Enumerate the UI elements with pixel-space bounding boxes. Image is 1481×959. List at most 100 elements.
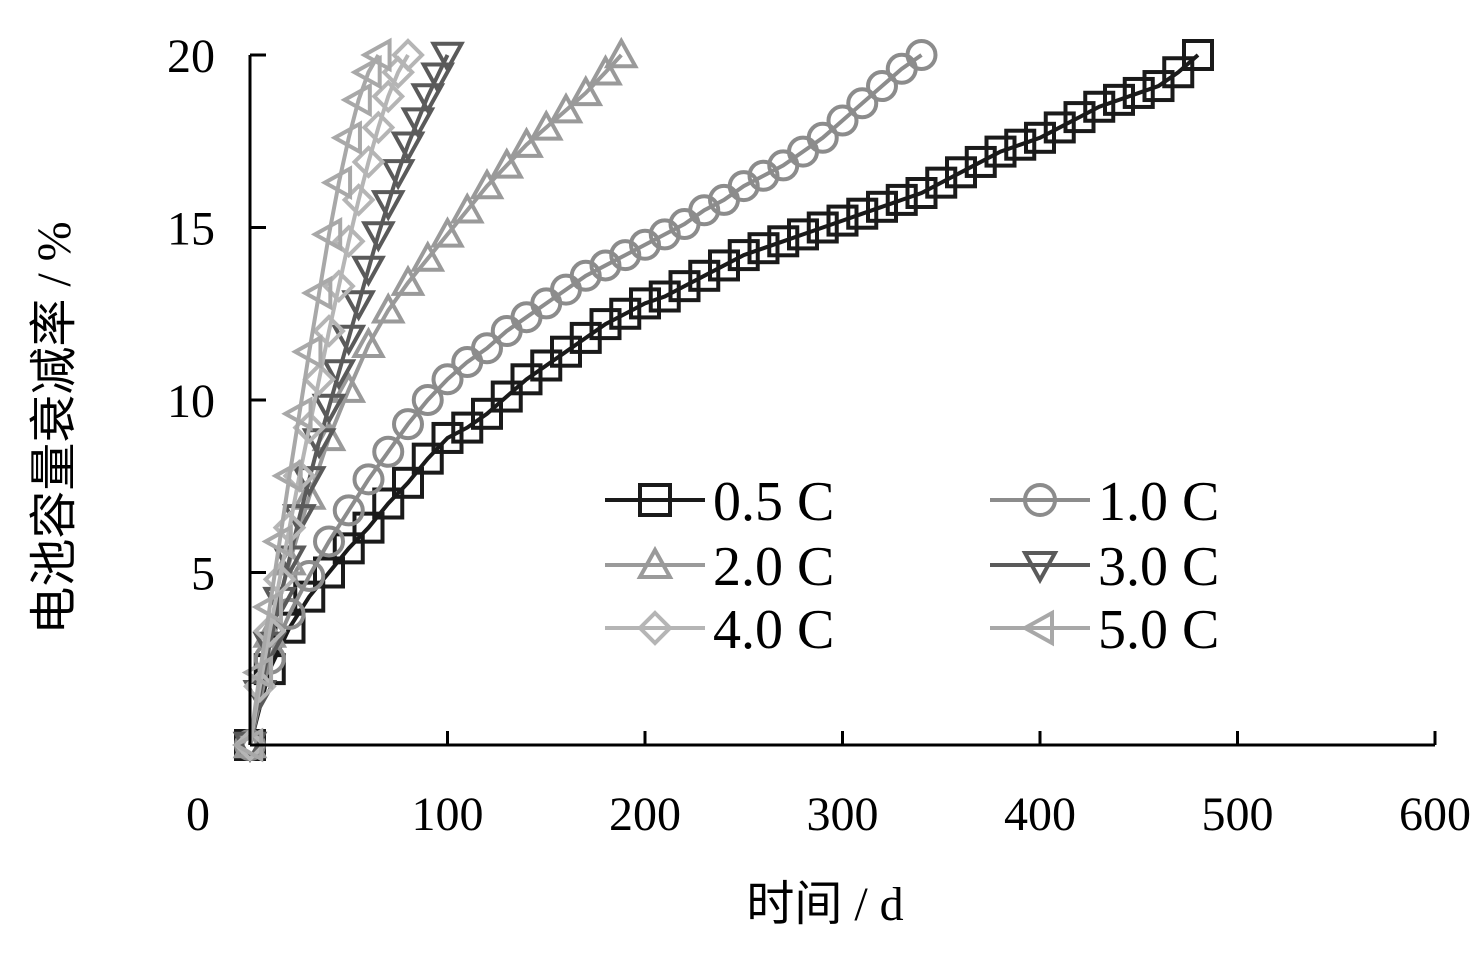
data-point [371,79,406,114]
x-tick-label: 200 [609,788,681,841]
legend-marker [637,610,673,646]
legend-marker [1020,609,1054,647]
y-tick-label: 10 [167,375,215,428]
x-tick-label: 0 [186,788,210,841]
legend-marker [636,545,674,579]
data-point [392,408,424,441]
legend-item: 4.0 C [605,599,834,661]
data-point [370,292,406,324]
data-point [1162,56,1195,89]
data-point [321,359,357,391]
data-point [312,314,346,348]
data-point [313,556,345,589]
data-point [471,332,503,365]
x-tick-label: 100 [412,788,484,841]
data-point [411,442,444,475]
data-point [320,165,353,201]
data-point [984,135,1017,168]
data-point [330,120,362,156]
data-point [352,511,385,544]
data-point [469,167,505,200]
legend-label: 0.5 C [713,471,834,533]
data-point [331,324,367,357]
data-point [925,166,958,199]
data-point [410,240,446,272]
legend-item: 5.0 C [990,599,1219,661]
y-axis-ticks: 5 10 15 20 [167,30,266,601]
data-point [361,110,396,145]
data-point [293,559,326,592]
data-point [603,36,639,69]
data-point [331,371,367,403]
data-point [251,589,283,625]
data-point [241,655,274,690]
data-point [609,239,642,272]
data-point [727,239,760,272]
data-point [609,297,642,330]
series-5-0-C [231,37,392,763]
x-tick-label: 400 [1004,788,1076,841]
data-point [392,466,424,499]
data-point [964,145,997,178]
data-point [252,614,287,648]
legend-label: 2.0 C [713,536,834,598]
legend-label: 3.0 C [1098,536,1219,598]
y-tick-label: 5 [191,548,215,601]
data-point [846,197,879,230]
legend-marker [638,483,672,517]
data-point [400,107,436,139]
x-tick-label: 500 [1202,788,1274,841]
data-point [866,70,898,103]
data-point [688,194,721,227]
data-point [648,218,681,251]
data-point [846,87,879,120]
data-point [372,487,405,520]
data-point [490,380,523,413]
legend-label: 5.0 C [1098,599,1219,661]
x-axis-title: 时间 / d [746,878,903,931]
legend-label: 1.0 C [1098,471,1219,533]
data-point [449,192,485,224]
data-point [410,83,446,115]
data-point [372,435,405,468]
y-axis-title: 电池容量衰减率 / % [28,221,81,634]
legend-item: 3.0 C [990,536,1219,598]
data-point [1063,101,1096,134]
data-point [301,275,333,311]
series-0-5-C [234,39,1214,761]
data-point [648,280,681,313]
data-point [629,228,661,261]
series-layer [231,36,1214,764]
data-point [1004,128,1037,161]
data-point [866,190,898,223]
data-point [806,121,839,154]
data-point [390,131,426,163]
data-point [390,264,426,296]
data-point [826,204,859,237]
data-point [311,393,347,426]
data-point [1043,111,1076,144]
data-point [708,249,740,282]
data-point [431,363,464,396]
data-point [351,255,386,288]
data-point [548,92,584,124]
data-point [310,217,343,252]
data-point [589,249,622,282]
data-point [313,525,345,558]
data-point [767,225,800,258]
data-point [589,308,622,341]
data-point [370,190,406,222]
legend-item: 1.0 C [990,471,1219,533]
data-point [351,326,386,358]
data-point [430,216,465,248]
legend-marker [1023,483,1057,517]
data-point [1024,121,1056,154]
data-point [1083,90,1116,123]
data-point [340,82,372,118]
data-point [509,126,544,158]
data-point [430,41,465,74]
data-point [261,524,293,559]
x-tick-label: 300 [807,788,879,841]
y-tick-label: 20 [167,30,215,83]
